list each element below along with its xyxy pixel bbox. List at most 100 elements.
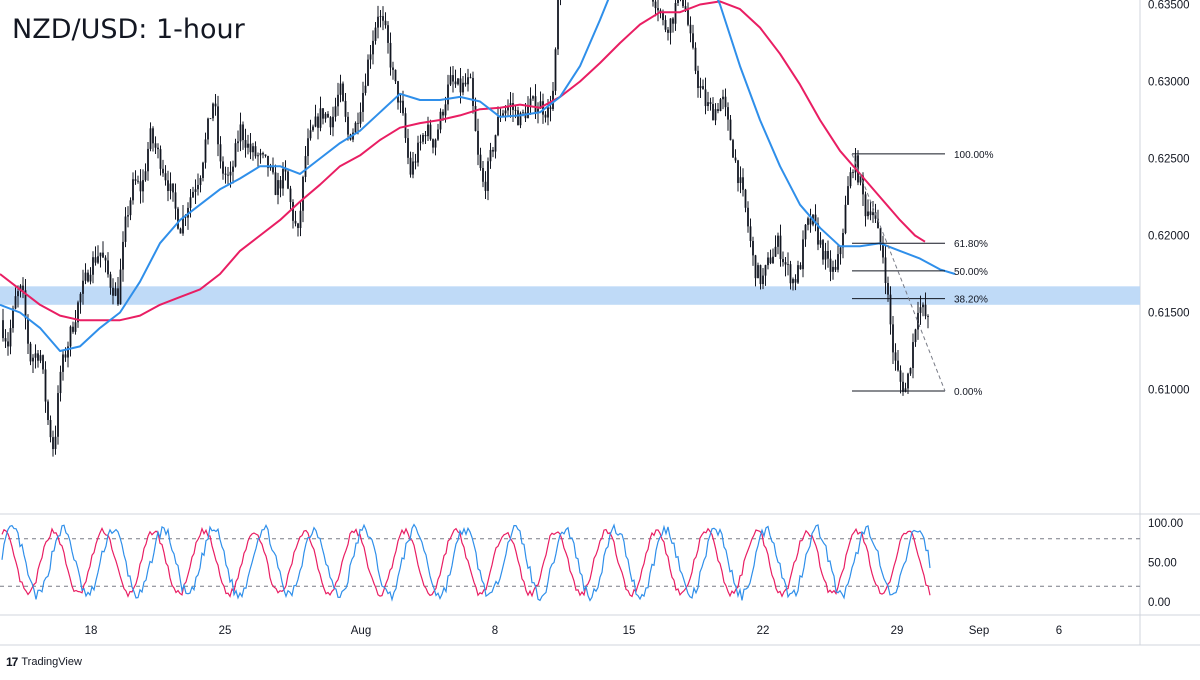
candle-body [314, 116, 317, 127]
candle-body [282, 168, 284, 189]
candle-body [312, 126, 314, 131]
candle-body [432, 139, 434, 148]
candle-body [437, 129, 439, 140]
candle-body [134, 179, 137, 181]
candle-body [174, 192, 177, 209]
candle-body [484, 181, 487, 191]
candle-body [129, 200, 132, 216]
candle-body [542, 101, 544, 115]
candle-body [419, 141, 422, 143]
candle-body [492, 149, 494, 152]
candle-body [494, 135, 497, 152]
candle-body [309, 130, 312, 139]
candle-body [652, 0, 654, 2]
candle-body [739, 177, 742, 184]
candle-body [734, 157, 737, 161]
candle-body [762, 275, 764, 285]
candle-body [764, 265, 767, 276]
candle-body [904, 388, 907, 392]
candle-body [874, 212, 877, 219]
candle-body [692, 33, 694, 48]
candle-body [77, 302, 79, 323]
candle-body [837, 254, 839, 270]
candle-body [199, 177, 202, 185]
candle-body [322, 108, 324, 119]
time-tick-label: 25 [219, 625, 232, 637]
candle-body [554, 49, 557, 91]
candle-body [402, 100, 404, 114]
candle-body [797, 265, 799, 283]
candle-body [159, 149, 162, 169]
candle-body [452, 75, 454, 82]
candle-body [307, 138, 309, 157]
candle-body [354, 122, 357, 133]
candle-body [919, 307, 922, 313]
candle-body [2, 320, 4, 339]
candle-body [532, 96, 534, 99]
candle-body [914, 329, 917, 343]
candle-body [654, 1, 657, 9]
candle-body [67, 346, 69, 358]
candle-body [814, 214, 817, 224]
candle-body [732, 140, 734, 158]
candle-body [882, 244, 884, 258]
candle-body [909, 368, 912, 374]
candle-body [449, 75, 452, 85]
candle-body [19, 285, 22, 292]
candle-body [9, 328, 12, 347]
candle-body [244, 140, 247, 148]
candle-body [409, 157, 412, 175]
candle-body [802, 239, 804, 270]
candle-body [142, 180, 144, 192]
candle-body [72, 326, 74, 332]
candle-body [792, 279, 794, 284]
time-tick-label: 22 [757, 625, 770, 637]
candle-body [477, 130, 479, 155]
candle-body [922, 304, 924, 308]
candle-body [64, 354, 67, 358]
candle-body [127, 215, 129, 217]
candle-body [769, 257, 772, 264]
candle-body [709, 102, 712, 104]
candle-body [902, 381, 904, 392]
candle-body [684, 6, 687, 11]
time-tick-label: Aug [351, 625, 371, 637]
candle-body [392, 67, 394, 70]
candle-body [754, 255, 757, 279]
candle-body [382, 16, 384, 21]
fib-level-label: 0.00% [954, 387, 982, 398]
candle-body [529, 98, 532, 106]
candle-body [132, 179, 134, 201]
candle-body [887, 282, 889, 295]
candle-body [819, 240, 822, 245]
candle-body [287, 171, 289, 189]
candle-body [859, 175, 862, 183]
candle-body [407, 138, 409, 158]
candle-body [334, 106, 337, 117]
candle-body [444, 104, 447, 116]
fib-level-label: 38.20% [954, 295, 988, 306]
candle-body [219, 144, 222, 162]
candle-body [727, 107, 729, 120]
time-tick-label: 15 [623, 625, 636, 637]
stoch-tick-label: 0.00 [1148, 597, 1170, 609]
candle-body [467, 77, 469, 85]
candle-body [514, 109, 517, 111]
candle-body [109, 274, 112, 288]
candle-body [884, 257, 887, 283]
candle-body [509, 103, 512, 107]
candle-body [259, 153, 262, 156]
candle-body [279, 180, 282, 189]
candle-body [202, 162, 204, 178]
price-tick-label: 0.61000 [1148, 385, 1190, 397]
candle-body [657, 8, 659, 11]
candle-body [122, 241, 124, 270]
candle-body [434, 139, 437, 148]
candle-body [397, 81, 399, 103]
candle-body [464, 82, 467, 85]
fib-level-label: 100.00% [954, 150, 994, 161]
candle-body [304, 156, 307, 177]
candle-body [422, 135, 424, 142]
candle-body [424, 135, 427, 137]
candle-body [234, 143, 237, 167]
